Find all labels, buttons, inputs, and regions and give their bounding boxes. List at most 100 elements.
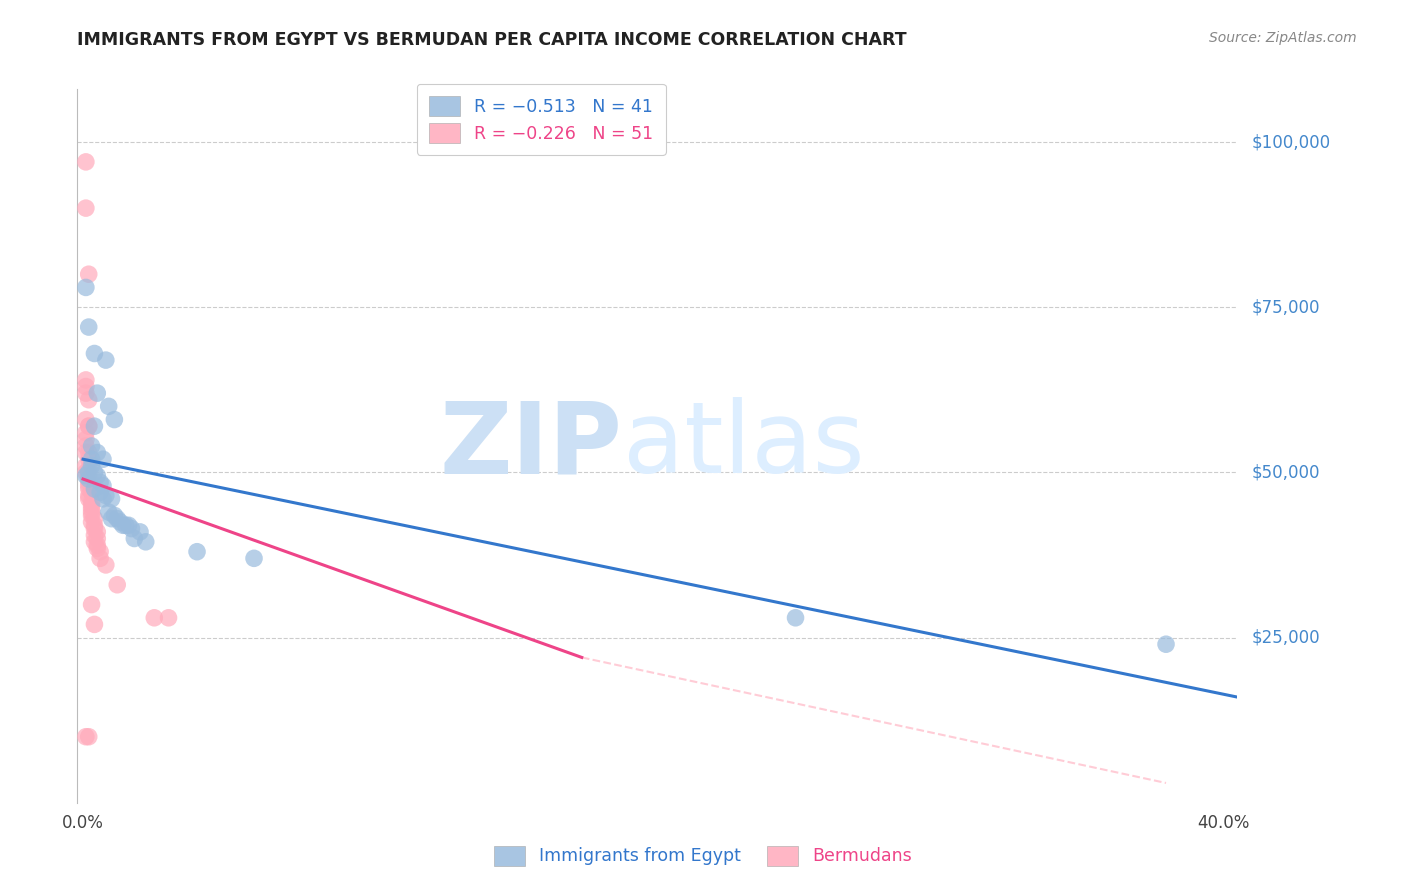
Text: IMMIGRANTS FROM EGYPT VS BERMUDAN PER CAPITA INCOME CORRELATION CHART: IMMIGRANTS FROM EGYPT VS BERMUDAN PER CA…	[77, 31, 907, 49]
Point	[94, 558, 117, 572]
Point	[77, 320, 100, 334]
Text: Source: ZipAtlas.com: Source: ZipAtlas.com	[1209, 31, 1357, 45]
Point	[114, 518, 136, 533]
Point	[80, 485, 103, 500]
Point	[75, 730, 97, 744]
Point	[75, 458, 97, 473]
Point	[75, 466, 97, 480]
Point	[75, 280, 97, 294]
Point	[157, 611, 180, 625]
Point	[186, 545, 208, 559]
Point	[86, 524, 108, 539]
Point	[80, 598, 103, 612]
Text: $75,000: $75,000	[1251, 298, 1320, 317]
Point	[91, 478, 114, 492]
Point	[243, 551, 266, 566]
Point	[83, 518, 105, 533]
Legend: R = −0.513   N = 41, R = −0.226   N = 51: R = −0.513 N = 41, R = −0.226 N = 51	[418, 84, 665, 155]
Point	[103, 508, 125, 523]
Point	[83, 528, 105, 542]
Point	[80, 458, 103, 473]
Point	[91, 491, 114, 506]
Point	[77, 452, 100, 467]
Point	[117, 518, 139, 533]
Text: ZIP: ZIP	[440, 398, 623, 494]
Point	[77, 462, 100, 476]
Point	[143, 611, 166, 625]
Point	[1154, 637, 1177, 651]
Point	[75, 468, 97, 483]
Point	[105, 578, 128, 592]
Point	[80, 439, 103, 453]
Point	[83, 522, 105, 536]
Point	[83, 534, 105, 549]
Point	[77, 445, 100, 459]
Point	[97, 505, 120, 519]
Point	[83, 466, 105, 480]
Point	[75, 201, 97, 215]
Point	[75, 425, 97, 440]
Point	[83, 346, 105, 360]
Point	[80, 501, 103, 516]
Point	[83, 419, 105, 434]
Point	[77, 392, 100, 407]
Point	[83, 511, 105, 525]
Point	[75, 412, 97, 426]
Point	[77, 468, 100, 483]
Point	[80, 505, 103, 519]
Point	[75, 445, 97, 459]
Point	[77, 419, 100, 434]
Point	[77, 466, 100, 480]
Point	[94, 353, 117, 368]
Point	[77, 267, 100, 281]
Text: $25,000: $25,000	[1251, 629, 1320, 647]
Point	[86, 541, 108, 556]
Point	[77, 419, 100, 434]
Point	[77, 482, 100, 496]
Point	[77, 730, 100, 744]
Point	[86, 386, 108, 401]
Text: $50,000: $50,000	[1251, 464, 1320, 482]
Point	[75, 154, 97, 169]
Point	[75, 433, 97, 447]
Point	[103, 412, 125, 426]
Point	[77, 472, 100, 486]
Point	[75, 379, 97, 393]
Point	[89, 545, 111, 559]
Point	[75, 373, 97, 387]
Point	[135, 534, 157, 549]
Point	[124, 532, 146, 546]
Point	[94, 489, 117, 503]
Point	[75, 386, 97, 401]
Text: $100,000: $100,000	[1251, 133, 1330, 151]
Point	[80, 508, 103, 523]
Point	[77, 478, 100, 492]
Point	[75, 439, 97, 453]
Point	[108, 515, 131, 529]
Point	[100, 511, 122, 525]
Point	[111, 518, 134, 533]
Point	[785, 611, 807, 625]
Point	[89, 551, 111, 566]
Text: atlas: atlas	[623, 398, 865, 494]
Point	[80, 452, 103, 467]
Point	[121, 522, 143, 536]
Point	[97, 400, 120, 414]
Point	[89, 485, 111, 500]
Point	[129, 524, 152, 539]
Point	[86, 445, 108, 459]
Legend: Immigrants from Egypt, Bermudans: Immigrants from Egypt, Bermudans	[486, 838, 920, 872]
Point	[80, 495, 103, 509]
Point	[86, 468, 108, 483]
Point	[80, 499, 103, 513]
Point	[86, 538, 108, 552]
Point	[80, 515, 103, 529]
Point	[77, 475, 100, 490]
Point	[89, 475, 111, 490]
Point	[105, 511, 128, 525]
Point	[100, 491, 122, 506]
Point	[91, 452, 114, 467]
Point	[83, 617, 105, 632]
Point	[83, 482, 105, 496]
Point	[77, 489, 100, 503]
